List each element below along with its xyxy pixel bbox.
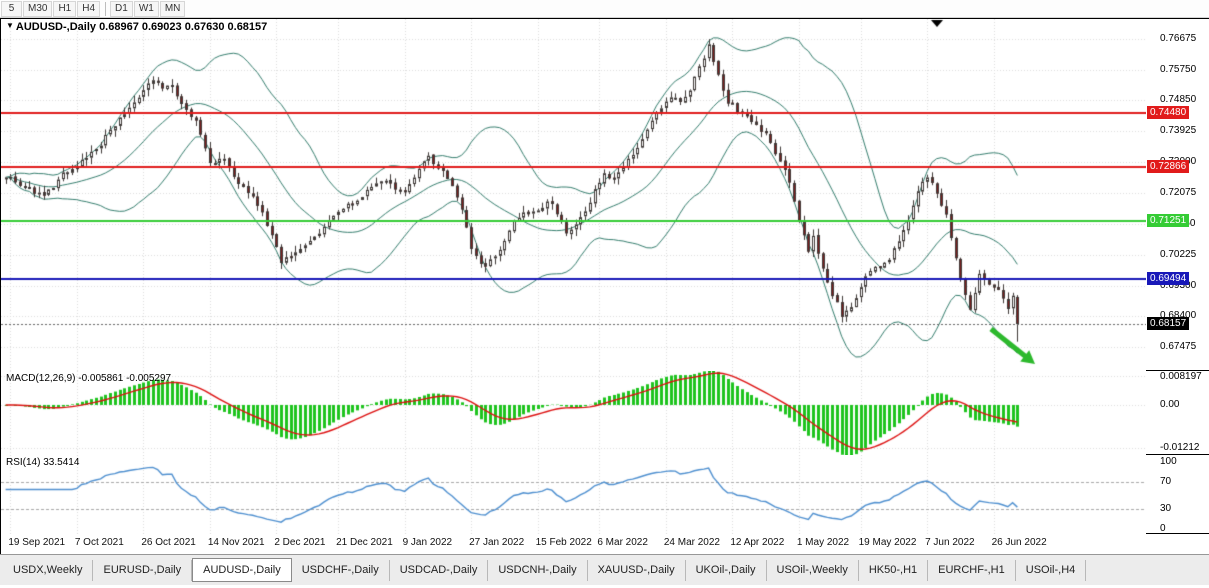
timeframe-button-h1[interactable]: H1 [53,0,77,17]
date-label: 7 Jun 2022 [925,537,975,548]
chart-tab-usdx-weekly[interactable]: USDX,Weekly [3,559,94,581]
tab-bar: USDX,Weekly EURUSD-,Daily AUDUSD-,Daily USD… [0,554,1209,585]
rsi-row: RSI(14) 33.5414 100 70 30 0 [1,455,1209,534]
date-label: 14 Nov 2021 [207,537,265,548]
chart-tab-usdcad-daily[interactable]: USDCAD-,Daily [389,559,489,581]
rsi-axis-label: 30 [1160,502,1172,514]
chart-tab-xauusd-daily[interactable]: XAUUSD-,Daily [587,559,686,581]
chart-title: ▼ AUDUSD-,Daily 0.68967 0.69023 0.67630 0… [6,21,267,33]
date-label: 27 Jan 2022 [469,537,525,548]
chart-tab-usdcnh-daily[interactable]: USDCNH-,Daily [488,559,588,581]
price-axis-label: 0.67475 [1160,340,1197,352]
price-axis-label: 0.72075 [1160,187,1197,198]
hline-price-badge: 0.71251 [1147,213,1190,227]
chart-symbol-label: AUDUSD-,Daily [15,21,96,33]
macd-panel: MACD(12,26,9) -0.005861 -0.005297 [1,371,1146,455]
toolbar-separator [105,1,107,16]
timeframe-button-h4[interactable]: H4 [77,0,101,17]
chart-area: ▼ AUDUSD-,Daily 0.68967 0.69023 0.67630 0… [0,18,1209,554]
price-axis-label: 0.68400 [1160,309,1197,321]
rsi-axis-label: 100 [1160,455,1177,467]
macd-label: MACD(12,26,9) -0.005861 -0.005297 [6,373,172,384]
macd-axis-label: 0.008197 [1160,371,1202,382]
chart-tab-ukoil-daily[interactable]: UKOil-,Daily [685,559,767,581]
main-price-axis[interactable]: 0.766750.757500.748500.739250.730000.720… [1146,19,1208,370]
rsi-axis-label: 70 [1160,475,1172,487]
date-label: 21 Dec 2021 [336,537,393,548]
price-axis-label: 0.73925 [1160,125,1197,137]
date-label: 15 Feb 2022 [535,537,592,548]
timeframe-button-d1[interactable]: D1 [110,0,133,17]
current-price-badge: 0.68157 [1147,317,1190,331]
date-label: 26 Oct 2021 [141,537,196,548]
timeframe-toolbar: 5 M30 H1 H4 D1 W1 MN [0,0,1209,18]
date-label: 19 Sep 2021 [8,537,66,548]
date-label: 6 Mar 2022 [597,537,648,548]
date-label: 12 Apr 2022 [730,537,785,548]
timeframe-button-5[interactable]: 5 [1,0,22,17]
macd-canvas[interactable] [1,371,1146,455]
date-axis-corner [1147,534,1209,554]
rsi-axis-label: 0 [1160,522,1166,534]
rsi-panel: RSI(14) 33.5414 [1,455,1146,534]
date-row: 19 Sep 2021 7 Oct 2021 26 Oct 2021 14 Nov 2… [1,534,1209,554]
rsi-canvas[interactable] [1,455,1146,534]
rsi-label: RSI(14) 33.5414 [6,457,80,468]
price-axis-label: 0.75750 [1160,64,1197,76]
price-axis-label: 0.76675 [1160,33,1197,45]
rsi-axis[interactable]: 100 70 30 0 [1146,455,1208,534]
chart-tab-hk50-h1[interactable]: HK50-,H1 [858,559,929,581]
date-label: 24 Mar 2022 [663,537,720,548]
date-label: 9 Jan 2022 [402,537,453,548]
timeframe-button-mn[interactable]: MN [159,0,186,17]
chart-tab-usdchf-daily[interactable]: USDCHF-,Daily [291,559,390,581]
price-axis-label: 0.74850 [1160,94,1197,106]
main-chart-panel: ▼ AUDUSD-,Daily 0.68967 0.69023 0.67630 0… [1,19,1146,371]
date-axis[interactable]: 19 Sep 2021 7 Oct 2021 26 Oct 2021 14 Nov 2… [1,534,1147,554]
hline-price-badge: 0.69494 [1147,272,1190,286]
macd-axis-label: -0.01212 [1160,442,1200,454]
macd-row: MACD(12,26,9) -0.005861 -0.005297 0.0081… [1,371,1209,455]
symbol-dropdown-icon[interactable]: ▼ [6,21,14,30]
hline-price-badge: 0.74480 [1147,105,1190,119]
timeframe-button-m30[interactable]: M30 [23,0,53,17]
macd-axis[interactable]: 0.008197 0.00 -0.01212 [1146,371,1208,454]
date-label: 7 Oct 2021 [74,537,124,548]
main-chart-canvas[interactable] [1,19,1146,371]
chart-tab-usoil-weekly[interactable]: USOil-,Weekly [766,559,859,581]
date-label: 1 May 2022 [796,537,850,548]
chart-ohlc-values: 0.68967 0.69023 0.67630 0.68157 [99,21,268,33]
main-chart-row: ▼ AUDUSD-,Daily 0.68967 0.69023 0.67630 0… [1,19,1209,371]
hline-price-badge: 0.72866 [1147,159,1190,173]
macd-axis-label: 0.00 [1160,398,1180,410]
chart-tab-eurchf-h1[interactable]: EURCHF-,H1 [928,559,1016,581]
timeframe-button-w1[interactable]: W1 [133,0,159,17]
chart-tab-audusd-daily[interactable]: AUDUSD-,Daily [192,558,292,582]
date-label: 2 Dec 2021 [274,537,326,548]
chart-tab-usoil-h4[interactable]: USOil-,H4 [1015,559,1087,581]
date-label: 19 May 2022 [858,537,917,548]
price-axis-label: 0.70225 [1160,248,1197,260]
date-label: 26 Jun 2022 [991,537,1047,548]
chart-tab-eurusd-daily[interactable]: EURUSD-,Daily [93,559,193,581]
